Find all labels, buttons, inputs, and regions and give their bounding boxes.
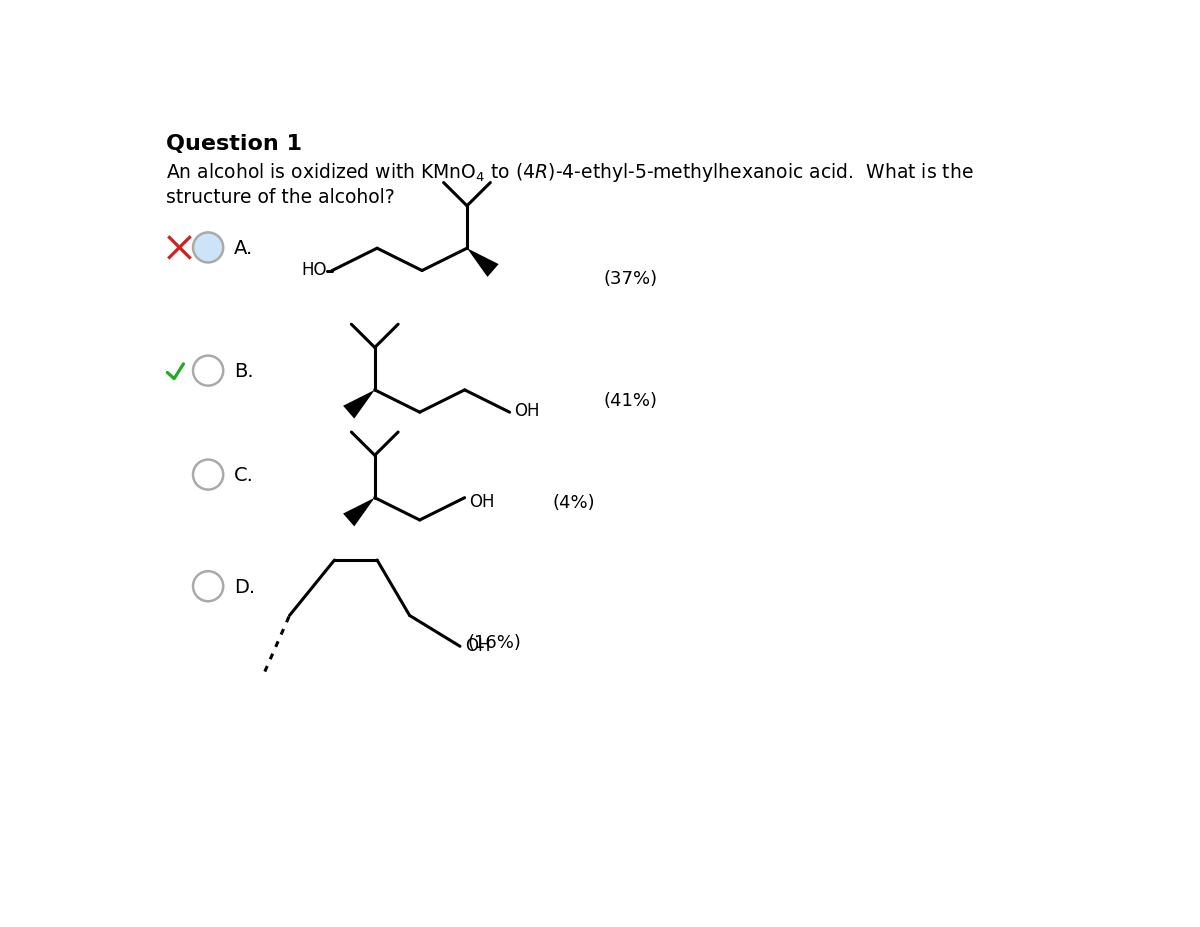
Text: Question 1: Question 1: [166, 134, 301, 154]
Text: HO: HO: [301, 260, 326, 279]
Polygon shape: [343, 390, 374, 419]
Text: A.: A.: [234, 238, 253, 258]
Text: (16%): (16%): [468, 633, 522, 651]
Text: (4%): (4%): [553, 493, 595, 511]
Text: OH: OH: [469, 492, 494, 510]
Text: structure of the alcohol?: structure of the alcohol?: [166, 188, 395, 207]
Text: OH: OH: [515, 401, 540, 419]
Text: C.: C.: [234, 465, 253, 485]
Text: (41%): (41%): [604, 391, 658, 410]
Text: D.: D.: [234, 578, 254, 596]
Text: An alcohol is oxidized with KMnO$_4$ to (4$\it{R}$)-4-ethyl-5-methylhexanoic aci: An alcohol is oxidized with KMnO$_4$ to …: [166, 161, 973, 184]
Text: OH: OH: [464, 636, 490, 654]
Text: B.: B.: [234, 362, 253, 381]
Circle shape: [193, 234, 223, 263]
Polygon shape: [343, 498, 374, 527]
Text: (37%): (37%): [604, 270, 658, 288]
Polygon shape: [467, 249, 499, 277]
